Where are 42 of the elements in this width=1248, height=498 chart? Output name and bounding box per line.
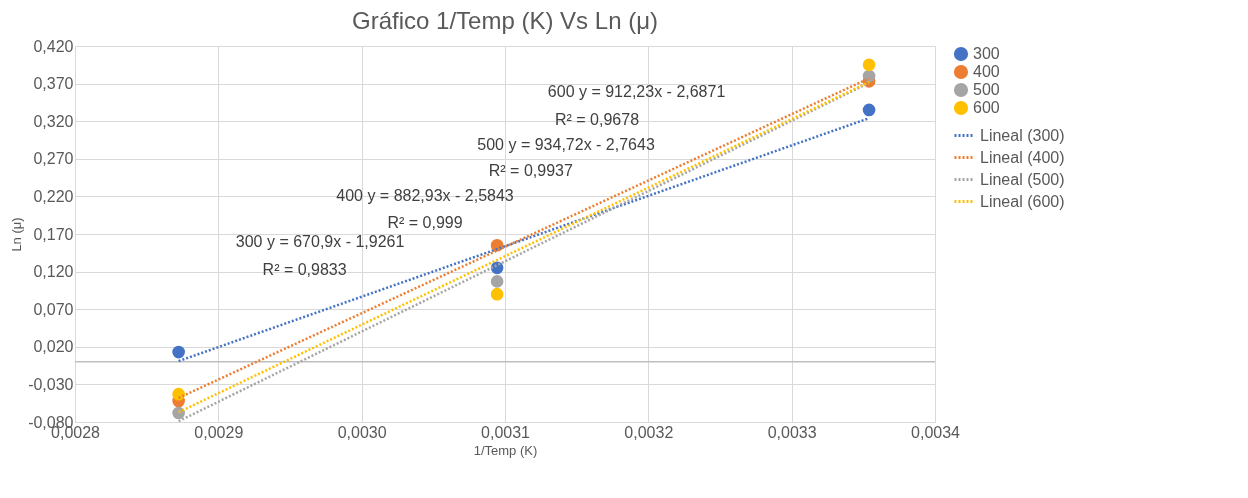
y-tick-label: 0,370 — [33, 75, 74, 93]
point — [172, 406, 185, 420]
point — [172, 345, 185, 359]
annotation: R² = 0,9833 — [262, 261, 347, 279]
y-tick-label: 0,320 — [33, 112, 74, 130]
y-tick-label: 0,020 — [33, 338, 74, 356]
y-tick-label: 0,070 — [33, 300, 74, 318]
point — [862, 103, 876, 117]
annotation: R² = 0,9937 — [488, 161, 573, 179]
y-tick-label: 0,220 — [33, 187, 74, 205]
y-axis-title: Ln (μ) — [9, 217, 25, 252]
legend-label: 400 — [973, 63, 1000, 80]
y-tick-label: 0,120 — [33, 263, 74, 281]
legend-label: Lineal (500) — [980, 170, 1065, 188]
annotation: R² = 0,999 — [387, 214, 463, 232]
point — [490, 287, 504, 301]
legend-label: Lineal (400) — [980, 148, 1065, 166]
y-tick-label: -0,030 — [28, 375, 74, 393]
x-tick-label: 0,0030 — [337, 423, 387, 441]
annotation: 500 y = 934,72x - 2,7643 — [477, 135, 655, 153]
legend-label: 500 — [973, 81, 1000, 98]
y-tick-label: 0,270 — [33, 150, 74, 168]
point — [172, 387, 185, 401]
x-tick-label: 0,0029 — [194, 423, 244, 441]
y-tick-label: 0,420 — [33, 37, 74, 55]
x-tick-label: 0,0031 — [481, 423, 531, 441]
legend-label: Lineal (600) — [980, 192, 1065, 210]
y-tick-label: 0,170 — [33, 225, 74, 243]
annotation: R² = 0,9678 — [554, 111, 640, 129]
x-tick-label: 0,0034 — [911, 423, 961, 441]
x-tick-label: 0,0033 — [767, 423, 817, 441]
x-tick-label: 0,0032 — [624, 423, 674, 441]
point — [862, 58, 876, 72]
annotation: 600 y = 912,23x - 2,6871 — [547, 82, 726, 100]
legend-label: Lineal (300) — [980, 126, 1065, 144]
annotation: 300 y = 670,9x - 1,9261 — [235, 232, 405, 250]
legend-label: 600 — [973, 99, 1000, 116]
point — [490, 275, 504, 288]
annotation: 400 y = 882,93x - 2,5843 — [336, 187, 514, 205]
chart-title: Gráfico 1/Temp (K) Vs Ln (μ) — [352, 7, 658, 34]
legend-label: 300 — [973, 45, 1000, 62]
x-axis-title: 1/Temp (K) — [473, 442, 538, 458]
